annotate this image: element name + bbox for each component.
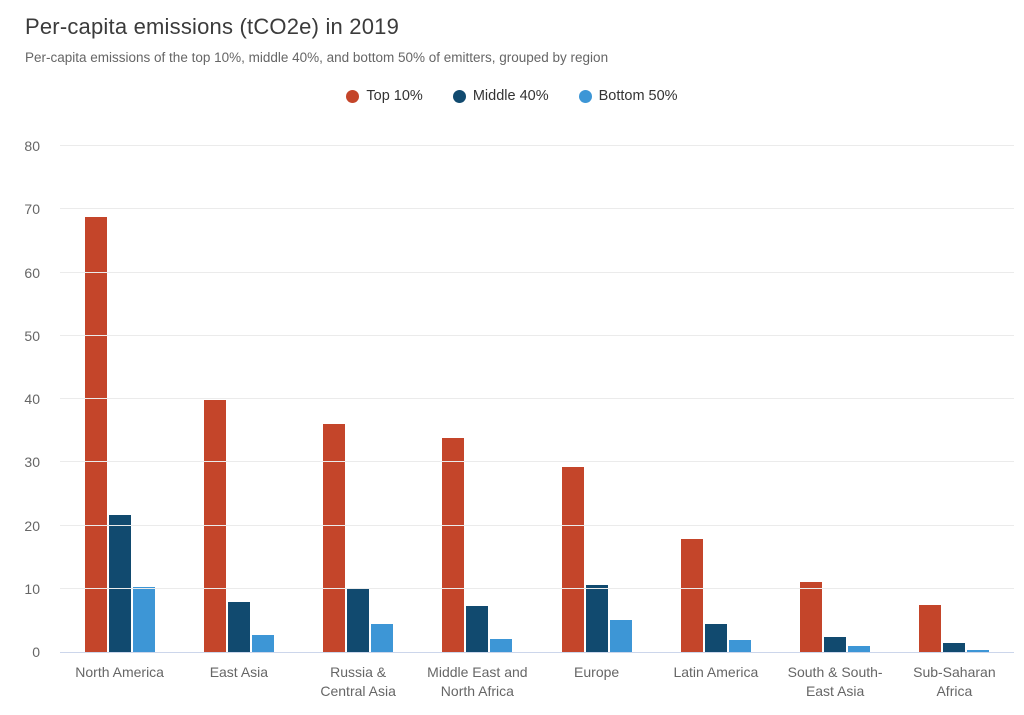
- legend-dot-middle-40: [452, 89, 466, 103]
- bar-middle-40-latin-america[interactable]: [704, 623, 727, 652]
- chart-title: Per-capita emissions (tCO2e) in 2019: [25, 14, 400, 39]
- bar-group-east-asia: [179, 146, 298, 652]
- x-axis-label-europe: Europe: [574, 664, 620, 680]
- x-axis-label-south-south-east-asia: South & South- East Asia: [787, 664, 883, 699]
- gridline-40: [60, 398, 1014, 399]
- y-axis-label-30: 30: [24, 454, 40, 471]
- bar-middle-40-middle-east-and-north-africa[interactable]: [466, 605, 489, 652]
- legend-item-bottom-50[interactable]: Bottom 50%: [578, 88, 678, 104]
- y-axis-label-50: 50: [24, 327, 40, 344]
- x-axis-label-latin-america: Latin America: [673, 664, 759, 680]
- legend-item-top-10[interactable]: Top 10%: [346, 88, 423, 104]
- legend-label: Middle 40%: [472, 88, 549, 104]
- x-axis-label-north-america: North America: [75, 664, 164, 680]
- chart-subtitle: Per-capita emissions of the top 10%, mid…: [25, 50, 609, 65]
- bar-top-10-europe[interactable]: [561, 466, 584, 652]
- bar-bottom-50-europe[interactable]: [609, 620, 632, 652]
- bar-top-10-sub-saharan-africa[interactable]: [919, 605, 942, 652]
- x-axis-labels: North America East Asia Russia & Central A…: [60, 663, 1014, 701]
- bar-bottom-50-south-south-east-asia[interactable]: [848, 646, 871, 652]
- gridline-50: [60, 334, 1014, 336]
- legend-label: Bottom 50%: [598, 88, 678, 104]
- bar-top-10-russia-central-asia[interactable]: [323, 424, 346, 652]
- legend-dot-top-10: [346, 89, 360, 103]
- y-axis-label-10: 10: [24, 580, 40, 597]
- bar-middle-40-europe[interactable]: [585, 584, 608, 652]
- bar-group-middle-east-and-north-africa: [418, 146, 537, 652]
- bar-group-europe: [537, 146, 656, 652]
- gridline-60: [60, 271, 1014, 273]
- bar-top-10-east-asia[interactable]: [203, 399, 226, 652]
- gridline-30: [60, 461, 1014, 463]
- gridline-80: [60, 145, 1014, 146]
- bar-group-south-south-east-asia: [776, 146, 895, 652]
- legend-dot-bottom-50: [578, 89, 592, 103]
- bar-top-10-latin-america[interactable]: [680, 539, 703, 652]
- bar-top-10-north-america[interactable]: [84, 217, 107, 652]
- bar-groups: [60, 146, 1014, 652]
- bar-bottom-50-russia-central-asia[interactable]: [371, 624, 394, 652]
- plot-area: 0 10 20 30 40 50 60 70 80: [24, 139, 1014, 659]
- bar-top-10-south-south-east-asia[interactable]: [800, 581, 823, 652]
- bar-middle-40-south-south-east-asia[interactable]: [824, 637, 847, 652]
- y-axis-label-70: 70: [24, 201, 40, 218]
- x-axis-label-middle-east-and-north-africa: Middle East and North Africa: [427, 664, 528, 699]
- bar-middle-40-sub-saharan-africa[interactable]: [943, 642, 966, 652]
- x-axis-line: [60, 652, 1014, 653]
- x-axis-label-sub-saharan-africa: Sub-Saharan Africa: [913, 664, 996, 699]
- bar-group-russia-central-asia: [299, 146, 418, 652]
- y-axis-label-20: 20: [24, 517, 40, 534]
- bar-bottom-50-sub-saharan-africa[interactable]: [967, 650, 990, 652]
- bar-top-10-middle-east-and-north-africa[interactable]: [442, 438, 465, 652]
- bar-bottom-50-middle-east-and-north-africa[interactable]: [490, 638, 513, 652]
- y-axis-label-0: 0: [32, 644, 40, 660]
- bar-group-north-america: [60, 146, 179, 652]
- y-axis-label-80: 80: [24, 138, 40, 154]
- bar-middle-40-east-asia[interactable]: [227, 602, 250, 652]
- bar-bottom-50-latin-america[interactable]: [728, 639, 751, 652]
- y-axis-label-40: 40: [24, 391, 40, 407]
- x-axis-label-east-asia: East Asia: [209, 664, 269, 680]
- bar-group-latin-america: [656, 146, 775, 652]
- gridline-20: [60, 524, 1014, 526]
- gridline-10: [60, 587, 1014, 589]
- bar-bottom-50-north-america[interactable]: [132, 586, 155, 652]
- legend-label: Top 10%: [366, 88, 423, 104]
- gridline-70: [60, 208, 1014, 210]
- x-axis-label-russia-central-asia: Russia & Central Asia: [320, 664, 396, 699]
- bar-group-sub-saharan-africa: [895, 146, 1014, 652]
- bar-middle-40-north-america[interactable]: [108, 515, 131, 652]
- legend: Top 10% Middle 40% Bottom 50%: [0, 88, 1024, 104]
- legend-item-middle-40[interactable]: Middle 40%: [452, 88, 549, 104]
- bar-middle-40-russia-central-asia[interactable]: [347, 589, 370, 652]
- bar-bottom-50-east-asia[interactable]: [251, 634, 274, 652]
- y-axis-label-60: 60: [24, 264, 40, 281]
